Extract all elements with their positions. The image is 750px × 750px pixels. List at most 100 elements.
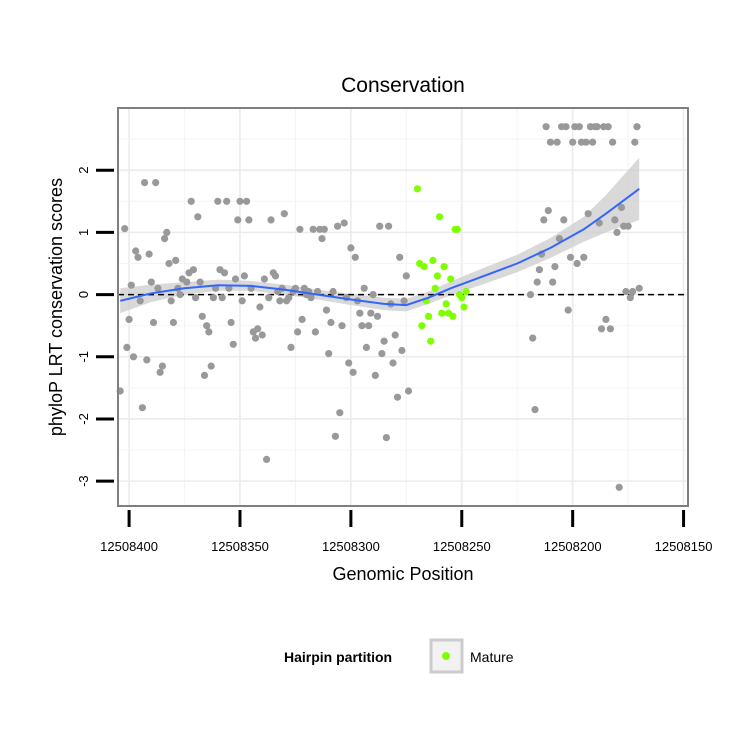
point-other-55 [243,197,251,205]
point-other-133 [535,266,544,274]
point-other-56 [245,216,253,224]
point-other-74 [285,294,293,302]
point-mature-21 [460,303,468,311]
point-other-63 [260,275,268,283]
point-other-151 [575,123,583,131]
point-other-102 [347,244,355,252]
point-other-52 [236,197,244,205]
smooth-trend-line [119,187,640,307]
point-other-84 [307,294,315,302]
point-other-18 [158,362,166,370]
point-other-112 [369,291,377,299]
point-other-135 [540,216,548,224]
point-other-123 [393,393,402,401]
point-mature-8 [431,284,439,292]
x-tick-label-1: 12508350 [211,539,269,554]
point-mature-6 [427,337,435,345]
point-other-146 [564,306,572,314]
point-other-36 [200,371,209,379]
point-mature-13 [442,300,450,308]
point-other-78 [294,328,302,336]
point-other-86 [311,328,319,336]
point-other-31 [189,266,197,274]
point-other-164 [604,123,612,131]
point-mature-10 [436,213,444,221]
y-tick-label-1: 1 [76,229,91,236]
point-other-91 [322,306,331,314]
point-other-9 [138,404,146,412]
point-other-138 [546,138,555,146]
grid-lines [118,108,688,506]
point-other-17 [156,368,164,376]
point-other-79 [296,225,304,233]
point-other-97 [336,409,344,417]
panel-border [117,107,689,507]
point-other-174 [626,294,634,302]
point-other-127 [402,272,410,280]
point-other-117 [380,337,388,345]
point-other-37 [203,322,211,330]
point-other-4 [127,281,135,289]
y-axis-title: phyloP LRT conservation scores [46,178,66,436]
point-other-114 [373,312,382,320]
point-other-113 [371,371,379,379]
point-other-95 [331,432,339,440]
point-other-32 [192,294,200,302]
point-other-44 [218,294,226,302]
point-other-5 [129,353,138,361]
point-other-145 [562,123,570,131]
point-other-59 [251,334,260,342]
point-other-101 [345,359,353,367]
point-other-108 [360,284,368,292]
point-other-46 [223,197,231,205]
point-other-40 [209,294,217,302]
point-other-10 [141,179,149,187]
point-other-124 [396,253,404,261]
point-other-62 [258,331,266,339]
point-other-34 [196,278,204,286]
point-other-170 [617,203,626,212]
point-other-19 [161,235,169,243]
point-other-53 [238,297,246,305]
point-other-87 [314,287,322,296]
point-other-30 [187,197,195,205]
point-other-28 [183,278,191,286]
point-other-61 [256,303,264,311]
smooth-confidence-band [120,157,640,314]
point-mature-18 [453,225,461,233]
point-mature-15 [447,275,455,283]
point-other-7 [134,253,142,261]
point-mature-2 [418,322,426,330]
point-other-140 [551,263,559,271]
point-other-111 [367,309,375,317]
point-other-48 [227,318,235,327]
point-other-150 [573,259,581,268]
point-other-155 [584,210,592,218]
y-tick-label-2: 0 [76,291,91,298]
point-mature-3 [420,263,428,271]
point-other-12 [145,250,153,258]
point-other-121 [389,359,397,367]
point-mature-11 [438,309,446,317]
point-other-35 [198,312,206,320]
point-other-98 [338,322,346,330]
point-mature-16 [449,312,457,320]
point-other-6 [132,247,140,255]
point-other-131 [531,406,539,414]
point-other-167 [611,216,619,224]
point-mature-7 [429,256,437,264]
point-other-47 [225,284,233,292]
point-mature-5 [424,312,433,320]
point-mature-22 [462,287,470,296]
point-other-147 [566,253,575,261]
point-other-39 [207,362,215,370]
point-other-89 [318,235,326,243]
point-other-141 [553,138,561,146]
chart-title: Conservation [341,74,465,97]
x-axis: 12508400 12508350 12508300 12508250 12508200… [100,510,712,554]
point-mature-0 [413,185,421,193]
y-tick-label-0: 2 [76,167,91,174]
point-mature-12 [440,263,448,271]
point-other-92 [325,350,333,358]
point-other-90 [320,225,328,233]
